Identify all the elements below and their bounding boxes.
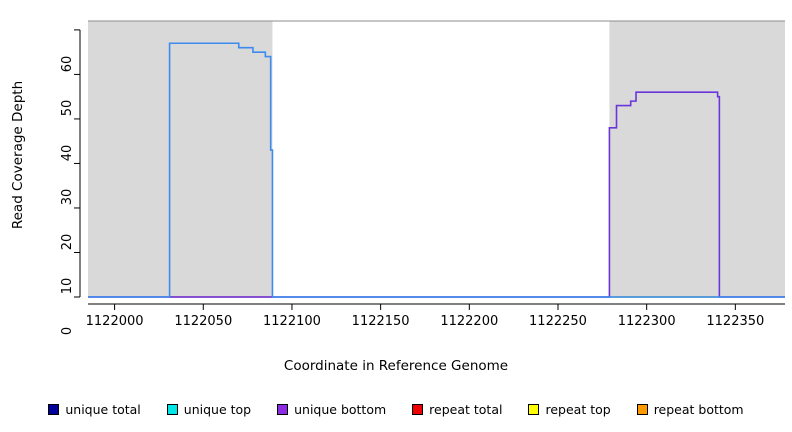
legend-swatch-unique-bottom — [277, 403, 289, 415]
legend-swatch-repeat-bottom — [636, 403, 648, 415]
legend-item-label: unique top — [183, 401, 252, 417]
legend-swatch-unique-total — [48, 403, 60, 415]
x-axis-tick-label: 1122100 — [263, 314, 321, 329]
x-axis-tick-label: 1122300 — [617, 314, 676, 329]
series-unique-top — [88, 42, 785, 298]
y-axis-tick-label: 60 — [60, 55, 75, 73]
x-axis-tick-label: 1122000 — [85, 314, 144, 329]
legend-swatch-repeat-total — [412, 403, 424, 415]
y-axis-title: Read Coverage Depth — [4, 0, 32, 310]
x-axis-tick-label: 1122350 — [706, 314, 765, 329]
legend-item-label: unique total — [65, 401, 141, 417]
legend-item-label: repeat bottom — [653, 401, 744, 417]
legend-item-label: unique bottom — [294, 401, 387, 417]
chart-legend: unique total unique top unique bottom repea… — [0, 398, 792, 420]
legend-item-label: repeat top — [545, 401, 611, 417]
repeat-region-right — [609, 21, 785, 297]
x-axis-tick-label: 1122200 — [440, 314, 499, 329]
x-axis-tick-label: 1122250 — [529, 314, 587, 329]
x-axis-tick-label: 1122150 — [351, 314, 410, 329]
x-axis-tick-label: 1122050 — [174, 314, 233, 329]
legend-swatch-repeat-top — [528, 403, 540, 415]
legend-item-label: repeat total — [429, 401, 503, 417]
series-unique-bottom — [88, 91, 785, 298]
repeat-region-left — [88, 21, 273, 297]
legend-item[interactable]: unique bottom — [277, 402, 386, 417]
x-axis-title: Coordinate in Reference Genome — [283, 358, 509, 374]
legend-item[interactable]: unique top — [166, 401, 252, 417]
legend-item[interactable]: unique total — [48, 401, 141, 417]
legend-item[interactable]: repeat total — [412, 402, 502, 417]
legend-swatch-unique-top — [166, 403, 178, 415]
legend-item[interactable]: repeat top — [528, 401, 611, 417]
legend-item[interactable]: repeat bottom — [636, 401, 744, 417]
y-axis-title-text: Read Coverage Depth — [10, 80, 26, 230]
